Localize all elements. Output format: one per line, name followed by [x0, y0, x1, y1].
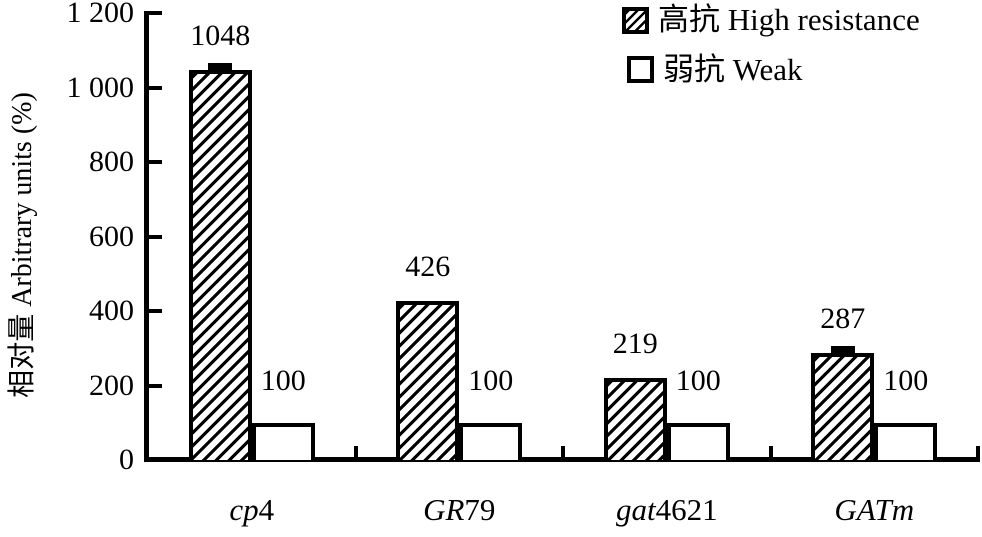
y-tick-label: 600	[89, 219, 134, 253]
x-category-label: GR79	[349, 490, 569, 530]
value-label: 100	[883, 364, 929, 397]
y-tick-label: 400	[89, 294, 134, 327]
error-bar-cap	[830, 346, 855, 353]
y-tick-label: 200	[89, 368, 134, 402]
value-label: 1048	[190, 19, 251, 52]
y-tick	[149, 160, 162, 164]
y-tick-label: 1 200	[66, 0, 135, 29]
x-tick	[768, 446, 773, 457]
x-category-roman-part: 79	[464, 492, 496, 527]
y-tick	[149, 11, 162, 15]
bar-weak	[666, 423, 730, 460]
value-label: 219	[612, 327, 658, 360]
bar-high-resistance	[603, 378, 667, 460]
x-category-label: cp4	[142, 490, 362, 530]
x-tick	[353, 446, 358, 457]
x-category-roman-part: 4621	[655, 492, 718, 527]
x-category-italic-part: GR	[423, 492, 465, 527]
y-tick	[149, 234, 162, 239]
x-category-italic-part: gat	[615, 492, 656, 527]
y-axis-line	[144, 11, 149, 462]
x-category-roman-part: 4	[258, 492, 275, 527]
x-category-italic-part: GATm	[834, 492, 915, 527]
value-label: 287	[820, 302, 866, 335]
x-axis-line	[144, 457, 980, 462]
bar-high-resistance	[396, 301, 460, 460]
value-label: 100	[468, 364, 514, 397]
y-tick	[149, 85, 162, 90]
bar-weak	[459, 423, 523, 460]
x-category-italic-part: cp	[229, 492, 259, 527]
y-tick-label: 800	[89, 145, 134, 178]
value-label: 100	[675, 364, 721, 397]
y-tick-label: 0	[119, 443, 134, 476]
value-label: 426	[405, 250, 451, 283]
x-category-label: GATm	[764, 490, 982, 530]
x-tick	[561, 446, 565, 457]
bar-weak	[251, 423, 315, 460]
value-label: 100	[260, 364, 306, 397]
x-tick	[976, 446, 980, 457]
y-tick-label: 1 000	[66, 70, 135, 104]
y-tick	[149, 309, 162, 313]
error-bar-cap	[208, 63, 233, 70]
y-tick	[149, 383, 162, 388]
bar-high-resistance	[811, 353, 875, 460]
bar-weak	[874, 423, 938, 460]
bar-high-resistance	[188, 70, 252, 460]
x-category-label: gat4621	[557, 490, 777, 530]
